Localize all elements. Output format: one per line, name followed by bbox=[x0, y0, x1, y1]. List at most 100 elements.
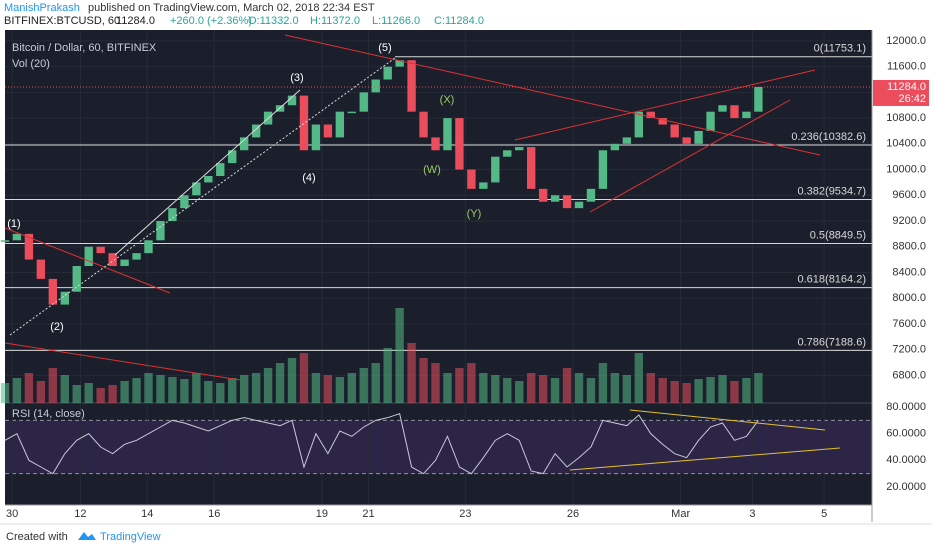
candle bbox=[395, 60, 404, 67]
open: O:11332.0 bbox=[248, 15, 299, 27]
volume-bar bbox=[431, 363, 440, 403]
volume-bar bbox=[515, 381, 524, 403]
volume-bar bbox=[658, 378, 667, 403]
candle bbox=[646, 111, 655, 119]
high: H:11372.0 bbox=[310, 15, 360, 27]
candle bbox=[491, 156, 500, 183]
volume-bar bbox=[347, 373, 356, 403]
volume-bar bbox=[335, 377, 345, 403]
candle bbox=[12, 233, 22, 241]
volume-bar bbox=[311, 373, 321, 403]
candle bbox=[168, 208, 177, 222]
channel-line bbox=[114, 89, 301, 256]
volume-bar bbox=[443, 373, 452, 403]
volume-bar bbox=[395, 308, 404, 403]
trend-line bbox=[589, 99, 791, 213]
candle bbox=[311, 124, 321, 151]
candle bbox=[180, 195, 189, 209]
candle bbox=[24, 233, 34, 260]
trend-line bbox=[4, 342, 241, 381]
candle bbox=[718, 105, 727, 112]
candle bbox=[598, 150, 608, 189]
candle bbox=[323, 124, 333, 138]
volume-bar bbox=[180, 379, 189, 403]
volume-bar bbox=[730, 381, 739, 403]
candle bbox=[538, 188, 548, 202]
trend-line bbox=[284, 34, 821, 156]
candle bbox=[706, 111, 715, 131]
candle bbox=[455, 118, 464, 170]
volume-bar bbox=[263, 368, 273, 403]
y-tick-label: 10800.0 bbox=[886, 112, 926, 124]
candle bbox=[347, 111, 356, 114]
volume-bar bbox=[706, 377, 715, 403]
volume-bar bbox=[60, 375, 69, 403]
volume-bar bbox=[682, 383, 691, 403]
candle bbox=[204, 175, 213, 183]
volume-bar bbox=[491, 375, 500, 403]
candle bbox=[479, 182, 488, 189]
volume-bar bbox=[359, 368, 368, 403]
candle bbox=[574, 201, 584, 209]
wave-label: (X) bbox=[440, 94, 455, 106]
candle bbox=[562, 195, 572, 209]
volume-bar bbox=[96, 388, 105, 403]
volume-bar bbox=[562, 368, 572, 403]
candle bbox=[550, 195, 560, 202]
wave-label: (3) bbox=[290, 72, 303, 84]
y-tick-label: 9600.0 bbox=[892, 189, 926, 201]
candle bbox=[443, 118, 452, 151]
fib-label: 0(11753.1) bbox=[814, 43, 866, 55]
y-tick-label: 8000.0 bbox=[892, 292, 926, 304]
candle bbox=[383, 66, 392, 80]
candle bbox=[192, 182, 201, 196]
wave-label: (5) bbox=[378, 42, 391, 54]
candle bbox=[371, 79, 380, 93]
close: C:11284.0 bbox=[434, 15, 484, 27]
rsi-line bbox=[4, 413, 759, 475]
candle bbox=[228, 150, 237, 164]
volume-bar bbox=[371, 363, 380, 403]
y-tick-label: 8800.0 bbox=[892, 241, 926, 253]
volume-bar bbox=[12, 378, 22, 403]
footer-text: Created with bbox=[6, 531, 68, 543]
rsi-tick-label: 40.0000 bbox=[886, 454, 926, 466]
volume-bar bbox=[72, 385, 81, 403]
volume-bar bbox=[718, 375, 727, 403]
candle bbox=[335, 111, 345, 138]
volume-bar bbox=[467, 363, 476, 403]
candle bbox=[156, 221, 165, 241]
candle bbox=[287, 95, 297, 106]
drawings bbox=[4, 34, 841, 471]
y-tick-label: 12000.0 bbox=[886, 35, 926, 47]
candle bbox=[634, 111, 643, 138]
wave-label: (4) bbox=[302, 172, 315, 184]
y-tick-label: 10000.0 bbox=[886, 163, 926, 175]
author[interactable]: ManishPrakash bbox=[4, 2, 80, 14]
candle bbox=[36, 259, 46, 279]
volume-bar bbox=[610, 373, 620, 403]
trend-line bbox=[4, 227, 171, 294]
rsi-tick-label: 80.0000 bbox=[886, 401, 926, 413]
volume-bar bbox=[586, 378, 596, 403]
volume-bar bbox=[144, 373, 153, 403]
wave-label: (2) bbox=[50, 321, 63, 333]
volume-bar bbox=[574, 373, 584, 403]
volume-bar bbox=[742, 378, 751, 403]
candle bbox=[586, 188, 596, 202]
x-tick-label: 21 bbox=[362, 508, 374, 520]
x-tick-label: 14 bbox=[141, 508, 153, 520]
candle bbox=[60, 291, 69, 305]
candle bbox=[658, 118, 667, 125]
footer-brand[interactable]: TradingView bbox=[100, 531, 161, 543]
fib-label: 0.382(9534.7) bbox=[798, 185, 867, 197]
volume-bar bbox=[646, 373, 655, 403]
x-tick-label: 23 bbox=[459, 508, 471, 520]
volume-bar bbox=[192, 373, 201, 403]
volume-bar bbox=[622, 375, 632, 403]
candle bbox=[132, 253, 141, 260]
y-tick-label: 11600.0 bbox=[887, 61, 926, 73]
wave-label: (Y) bbox=[467, 208, 482, 220]
volume-bar bbox=[598, 363, 608, 403]
rsi-label: RSI (14, close) bbox=[12, 408, 85, 420]
